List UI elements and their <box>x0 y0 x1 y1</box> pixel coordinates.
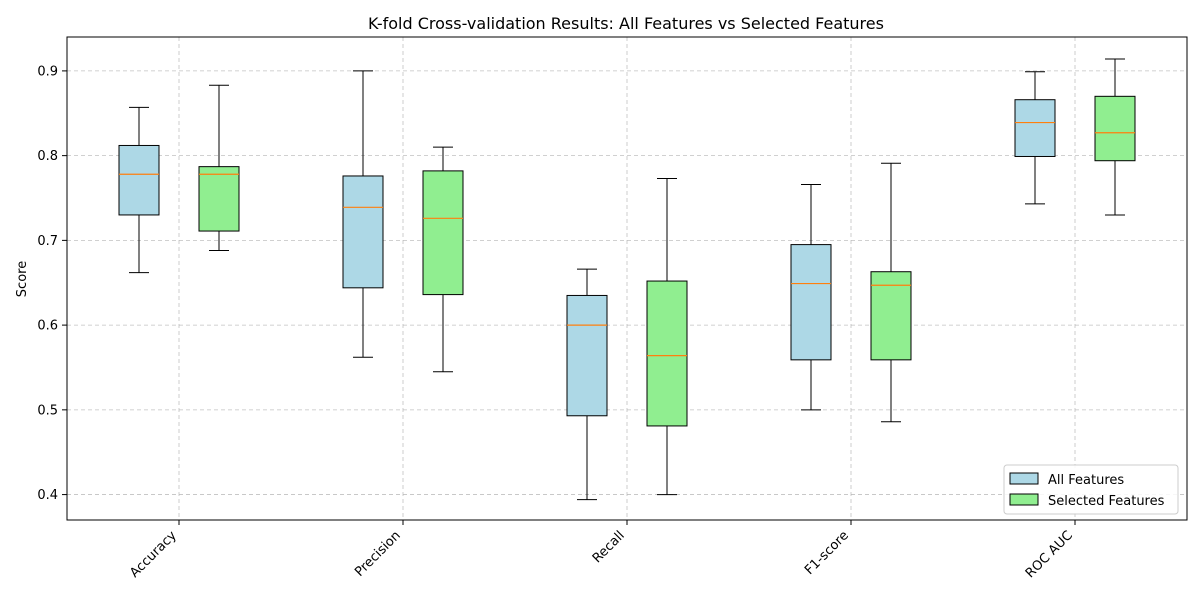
legend: All Features Selected Features <box>1003 464 1179 515</box>
box-all-features-accuracy <box>118 106 160 274</box>
y-tick-label: 0.6 <box>37 319 58 334</box>
y-tick-label: 0.4 <box>37 488 58 503</box>
box-iqr <box>870 271 912 361</box>
x-tick-label: Precision <box>352 528 404 580</box>
box-selected-features-accuracy <box>198 84 240 252</box>
x-tick-label: F1-score <box>802 528 852 578</box>
y-tick-label: 0.5 <box>37 403 58 418</box>
box-all-features-precision <box>342 70 384 358</box>
box-selected-features-roc-auc <box>1094 58 1136 216</box>
box-layer <box>118 58 1136 501</box>
y-axis-label: Score <box>15 261 30 297</box>
box-all-features-recall <box>566 268 608 501</box>
box-all-features-f1-score <box>790 183 832 411</box>
chart-title: K-fold Cross-validation Results: All Fea… <box>368 14 884 33</box>
box-iqr <box>566 294 608 417</box>
box-selected-features-precision <box>422 146 464 373</box>
x-tick-label: ROC AUC <box>1023 528 1076 581</box>
box-iqr <box>342 175 384 289</box>
legend-label-all-features: All Features <box>1048 473 1124 488</box>
grid <box>67 37 1187 520</box>
box-iqr <box>198 166 240 232</box>
box-iqr <box>1094 95 1136 162</box>
legend-swatch-selected-features <box>1009 493 1039 506</box>
x-tick-label: Accuracy <box>127 528 180 581</box>
x-axis: Accuracy Precision Recall F1-score ROC AUC <box>127 520 1076 581</box>
box-iqr <box>118 144 160 216</box>
box-all-features-roc-auc <box>1014 71 1056 205</box>
box-iqr <box>1014 99 1056 157</box>
box-selected-features-f1-score <box>870 162 912 423</box>
box-iqr <box>646 280 688 427</box>
box-iqr <box>422 170 464 296</box>
legend-frame <box>1003 464 1179 515</box>
y-tick-label: 0.7 <box>37 234 58 249</box>
box-selected-features-recall <box>646 178 688 496</box>
y-tick-label: 0.9 <box>37 64 58 79</box>
legend-swatch-all-features <box>1009 472 1039 485</box>
x-tick-label: Recall <box>590 528 628 566</box>
y-tick-label: 0.8 <box>37 149 58 164</box>
box-iqr <box>790 244 832 361</box>
legend-label-selected-features: Selected Features <box>1048 494 1165 509</box>
y-axis: 0.4 0.5 0.6 0.7 0.8 0.9 <box>37 64 67 503</box>
